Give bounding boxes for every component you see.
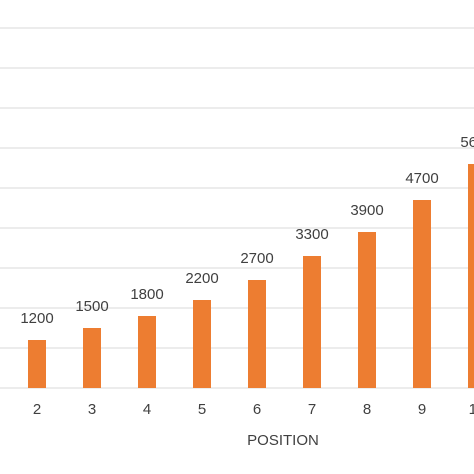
data-label: 5600 (460, 134, 474, 151)
data-label: 4700 (405, 170, 438, 187)
bar (28, 340, 46, 388)
x-axis-label: POSITION (247, 432, 319, 449)
x-tick-label: 10 (469, 401, 474, 418)
data-label: 1800 (130, 286, 163, 303)
data-label: 3900 (350, 202, 383, 219)
bar (468, 164, 474, 388)
x-tick-label: 7 (308, 401, 316, 418)
bar (83, 328, 101, 388)
x-tick-label: 6 (253, 401, 261, 418)
x-tick-label: 8 (363, 401, 371, 418)
bar (358, 232, 376, 388)
x-tick-label: 9 (418, 401, 426, 418)
bar (193, 300, 211, 388)
bar (138, 316, 156, 388)
bar (303, 256, 321, 388)
bar (413, 200, 431, 388)
data-label: 2700 (240, 250, 273, 267)
x-tick-label: 5 (198, 401, 206, 418)
bar (248, 280, 266, 388)
x-tick-label: 2 (33, 401, 41, 418)
data-label: 2200 (185, 270, 218, 287)
data-label: 1500 (75, 298, 108, 315)
x-tick-label: 4 (143, 401, 151, 418)
data-label: 3300 (295, 226, 328, 243)
x-tick-label: 3 (88, 401, 96, 418)
data-label: 1200 (20, 310, 53, 327)
